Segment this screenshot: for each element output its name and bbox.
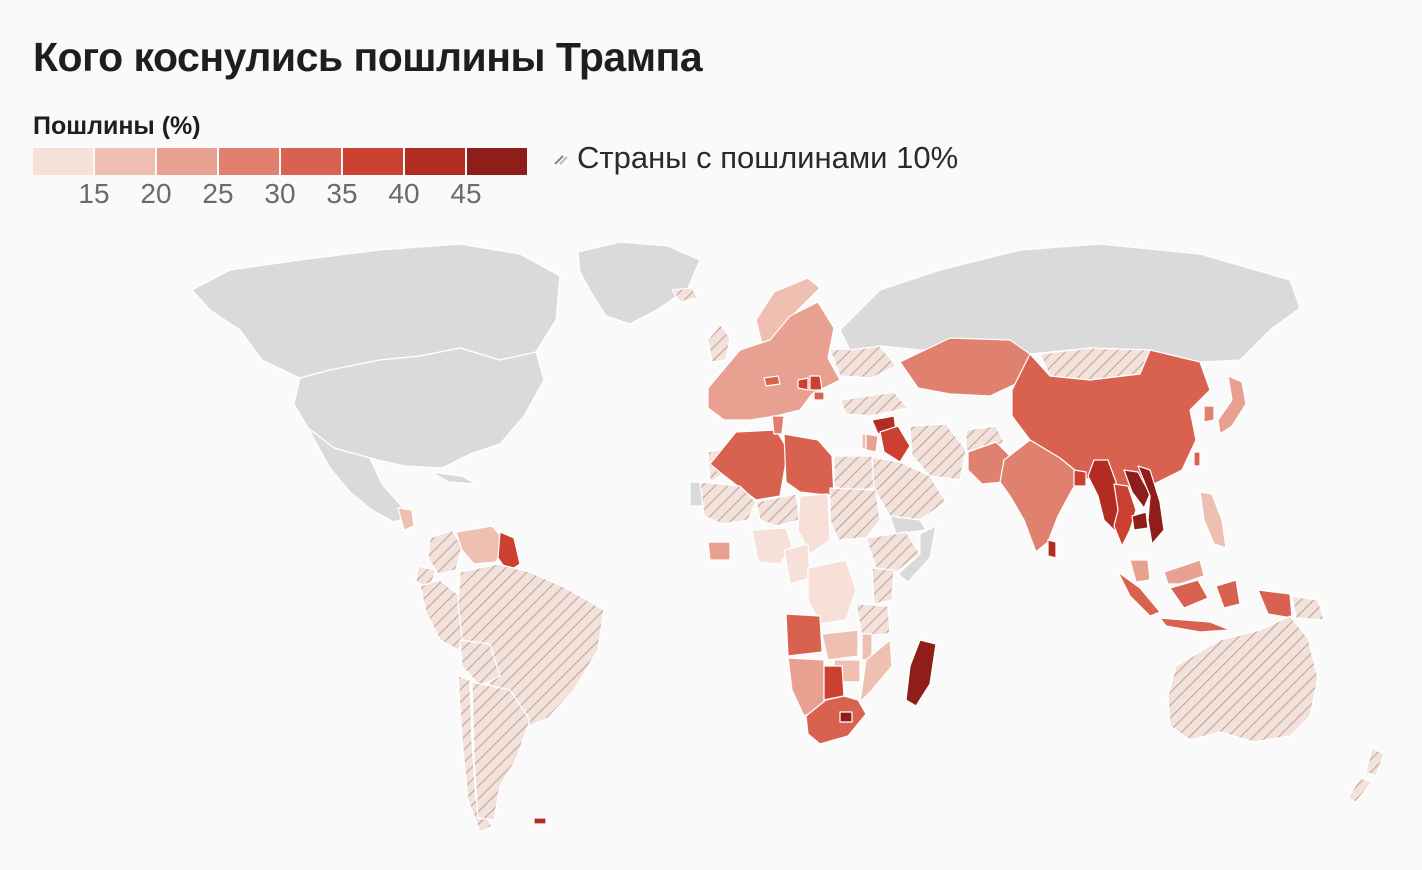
region-iraq <box>879 425 911 463</box>
region-mozambique <box>859 639 893 703</box>
region-australia <box>1167 615 1319 743</box>
region-venezuela <box>455 525 507 565</box>
region-somalia <box>897 525 937 583</box>
scale-tick-label: 35 <box>326 178 358 209</box>
region-united-kingdom <box>707 323 731 363</box>
region-malaysia <box>1129 559 1205 585</box>
region-yemen <box>889 515 927 535</box>
region-ukraine <box>829 345 897 379</box>
region-north-macedonia <box>813 391 825 401</box>
region-turkey <box>839 391 909 417</box>
region-laos <box>1123 469 1151 509</box>
scale-tick-label: 25 <box>202 178 234 209</box>
region-european-union <box>707 301 841 421</box>
region-nicaragua <box>397 507 415 531</box>
hatch-legend-label: Страны с пошлинами 10% <box>577 140 959 175</box>
region-bolivia <box>459 639 501 687</box>
scale-tick-label: 40 <box>388 178 420 209</box>
scale-swatch-6 <box>405 148 465 175</box>
region-iran <box>909 423 967 481</box>
region-tunisia <box>771 415 785 435</box>
region-iceland <box>671 287 699 303</box>
region-indonesia <box>1117 571 1293 633</box>
region-switzerland <box>763 375 781 387</box>
region-colombia <box>427 529 463 575</box>
region-bangladesh <box>1073 469 1087 487</box>
region-papua-new-guinea <box>1291 595 1325 621</box>
region-israel <box>861 433 867 451</box>
region-south-korea <box>1203 405 1215 423</box>
scale-swatch-1 <box>95 148 155 175</box>
scale-tick-label: 20 <box>140 178 172 209</box>
scale-swatch-4 <box>281 148 341 175</box>
region-japan <box>1217 375 1247 435</box>
region-jordan <box>865 433 879 453</box>
scale-tick-label: 45 <box>450 178 482 209</box>
region-new-zealand <box>1347 747 1385 803</box>
hatch-legend-icon <box>554 155 568 165</box>
region-canada <box>191 243 561 379</box>
region-angola <box>785 613 823 657</box>
region-sri-lanka <box>1047 539 1057 559</box>
region-botswana <box>823 665 845 701</box>
region-zambia <box>821 629 859 661</box>
region-serbia <box>809 375 823 391</box>
region-india <box>999 439 1083 553</box>
world-map <box>191 241 1385 833</box>
region-niger <box>755 493 801 527</box>
region-philippines <box>1199 491 1227 549</box>
scale-swatch-7 <box>467 148 527 175</box>
region-falkland-islands <box>533 817 547 825</box>
region-vietnam <box>1137 465 1165 545</box>
region-cameroon <box>783 543 811 585</box>
region-bosnia-and-herzegovina <box>797 377 809 391</box>
region-russia <box>839 243 1301 363</box>
region-south-africa <box>805 695 867 745</box>
region-dr-congo <box>807 559 857 625</box>
region-cambodia <box>1131 511 1149 531</box>
region-chile <box>457 675 493 833</box>
region-thailand <box>1113 483 1137 547</box>
scale-tick-label: 30 <box>264 178 296 209</box>
scale-swatch-0 <box>33 148 93 175</box>
region-madagascar <box>905 639 937 707</box>
region-sudan <box>829 487 881 541</box>
region-egypt <box>833 455 875 493</box>
region-c-te-d-ivoire <box>707 541 731 561</box>
region-argentina <box>471 681 531 821</box>
region-kenya <box>871 567 895 605</box>
map-title: Кого коснулись пошлины Трампа <box>33 34 703 80</box>
hatch-legend: Страны с пошлинами 10% <box>553 140 958 176</box>
region-libya <box>783 433 835 497</box>
scale-tick-label: 15 <box>78 178 110 209</box>
scale-swatch-2 <box>157 148 217 175</box>
scale-swatch-5 <box>343 148 403 175</box>
region-greenland <box>577 241 701 325</box>
legend-title: Пошлины (%) <box>33 112 201 140</box>
region-lesotho <box>839 711 853 723</box>
region-cuba <box>431 471 477 485</box>
color-scale <box>33 148 529 175</box>
region-taiwan <box>1193 451 1201 467</box>
scale-swatch-3 <box>219 148 279 175</box>
region-mali <box>699 481 757 525</box>
region-chad <box>797 493 831 555</box>
region-ethiopia <box>865 531 921 573</box>
region-tanzania <box>855 603 891 637</box>
